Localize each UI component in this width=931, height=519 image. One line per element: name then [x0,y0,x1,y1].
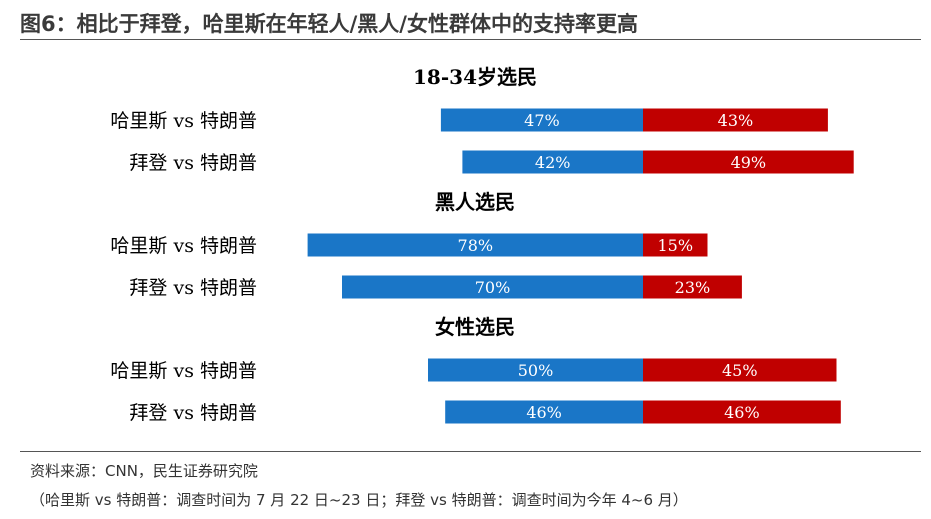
bar-right-value: 15% [657,236,693,255]
figure-title: 图6：相比于拜登，哈里斯在年轻人/黑人/女性群体中的支持率更高 [20,12,638,36]
bar-left-value: 70% [475,278,511,297]
bar-right-value: 23% [675,278,711,297]
row-label: 拜登 vs 特朗普 [129,152,257,174]
row-label: 哈里斯 vs 特朗普 [110,235,257,257]
bar-right [643,275,742,299]
bar-left-value: 50% [518,361,554,380]
row-label: 拜登 vs 特朗普 [129,402,257,424]
source-note: 资料来源：CNN，民生证券研究院 [30,462,258,480]
bar-left [445,400,643,424]
bar-right-value: 46% [724,403,760,422]
bar-left [428,358,643,382]
bar-right [643,108,828,132]
bar-right-value: 43% [718,111,754,130]
bar-left-value: 42% [535,153,571,172]
bar-left-value: 47% [524,111,560,130]
bar-left-value: 78% [458,236,494,255]
title-rule [20,39,921,40]
bar-left-value: 46% [526,403,562,422]
row-label: 哈里斯 vs 特朗普 [110,360,257,382]
bar-right [643,400,841,424]
bar-right [643,150,854,174]
group-title: 女性选民 [435,315,515,339]
footer-rule [20,451,921,452]
bar-left [440,108,643,132]
survey-date-note: （哈里斯 vs 特朗普：调查时间为 7 月 22 日~23 日；拜登 vs 特朗… [30,491,688,509]
bar-right [643,233,708,257]
group-title: 18-34岁选民 [413,65,537,89]
row-label: 哈里斯 vs 特朗普 [110,110,257,132]
bar-left [307,233,643,257]
bar-left [342,275,643,299]
bar-left [462,150,643,174]
bar-right [643,358,837,382]
row-label: 拜登 vs 特朗普 [129,277,257,299]
bar-right-value: 49% [731,153,767,172]
group-title: 黑人选民 [435,190,515,214]
bar-right-value: 45% [722,361,758,380]
